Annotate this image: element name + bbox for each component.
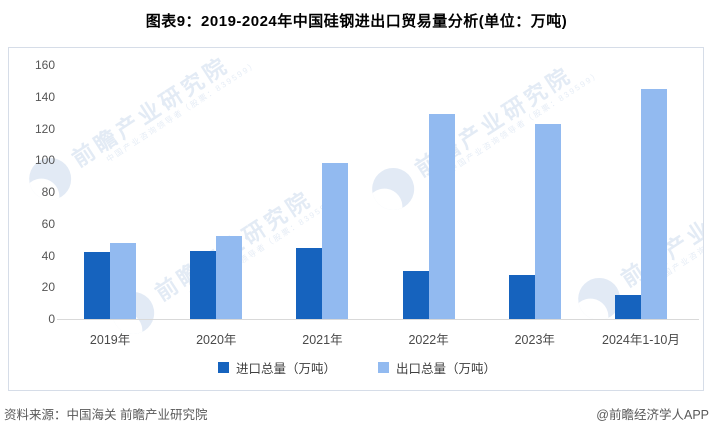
bar xyxy=(508,274,535,319)
bar xyxy=(190,250,217,319)
y-tick-label: 40 xyxy=(41,248,55,263)
footer: 资料来源：中国海关 前瞻产业研究院 @前瞻经济学人APP xyxy=(0,404,713,423)
x-tick-label: 2020年 xyxy=(196,333,237,347)
x-tick-label: 2024年1-10月 xyxy=(602,333,680,347)
x-tick-label: 2019年 xyxy=(89,333,131,347)
bar-group xyxy=(57,65,163,319)
legend-label: 进口总量（万吨） xyxy=(235,362,336,376)
y-tick-label: 20 xyxy=(41,280,55,295)
y-tick-label: 160 xyxy=(34,58,55,72)
y-tick-label: 120 xyxy=(34,121,55,136)
y-tick-label: 60 xyxy=(41,216,55,231)
bar xyxy=(84,252,111,319)
legend-item: 出口总量（万吨） xyxy=(378,358,496,377)
x-tick-label: 2022年 xyxy=(408,333,449,347)
bar xyxy=(428,114,455,319)
legend-swatch xyxy=(378,362,389,373)
legend: 进口总量（万吨） 出口总量（万吨） xyxy=(9,358,703,377)
plot-groups xyxy=(57,65,694,319)
bar-group xyxy=(482,65,588,319)
bar xyxy=(216,236,243,319)
chart-panel: 前瞻产业研究院 中国产业咨询领导者（股票：839599） 前瞻产业研究院 中国产… xyxy=(8,47,704,391)
bar xyxy=(110,242,137,319)
bar-group xyxy=(376,65,482,319)
y-tick-label: 0 xyxy=(48,312,55,326)
bar-group xyxy=(269,65,375,319)
y-tick-label: 140 xyxy=(34,89,55,104)
bar xyxy=(322,163,349,319)
y-tick-label: 80 xyxy=(41,185,55,199)
bar xyxy=(640,88,667,319)
bar xyxy=(534,123,561,319)
x-axis-line xyxy=(57,319,699,320)
x-tick-label: 2021年 xyxy=(302,333,343,347)
bar-group xyxy=(163,65,269,319)
x-tick-label: 2023年 xyxy=(514,333,555,347)
bar xyxy=(614,295,641,319)
legend-label: 出口总量（万吨） xyxy=(396,362,497,376)
credit-note: @前瞻经济学人APP xyxy=(596,408,709,422)
chart-title: 图表9：2019-2024年中国硅钢进出口贸易量分析(单位：万吨) xyxy=(145,13,568,30)
legend-item: 进口总量（万吨） xyxy=(217,358,336,377)
bar xyxy=(402,271,429,319)
bar xyxy=(296,247,323,319)
source-note: 资料来源：中国海关 前瞻产业研究院 xyxy=(4,408,208,422)
legend-swatch xyxy=(217,362,229,373)
y-tick-label: 100 xyxy=(34,153,55,168)
x-axis-labels: 2019年 2020年 2021年 2022年 2023年 2024年1-10月 xyxy=(57,329,694,348)
bar-group xyxy=(588,65,694,319)
